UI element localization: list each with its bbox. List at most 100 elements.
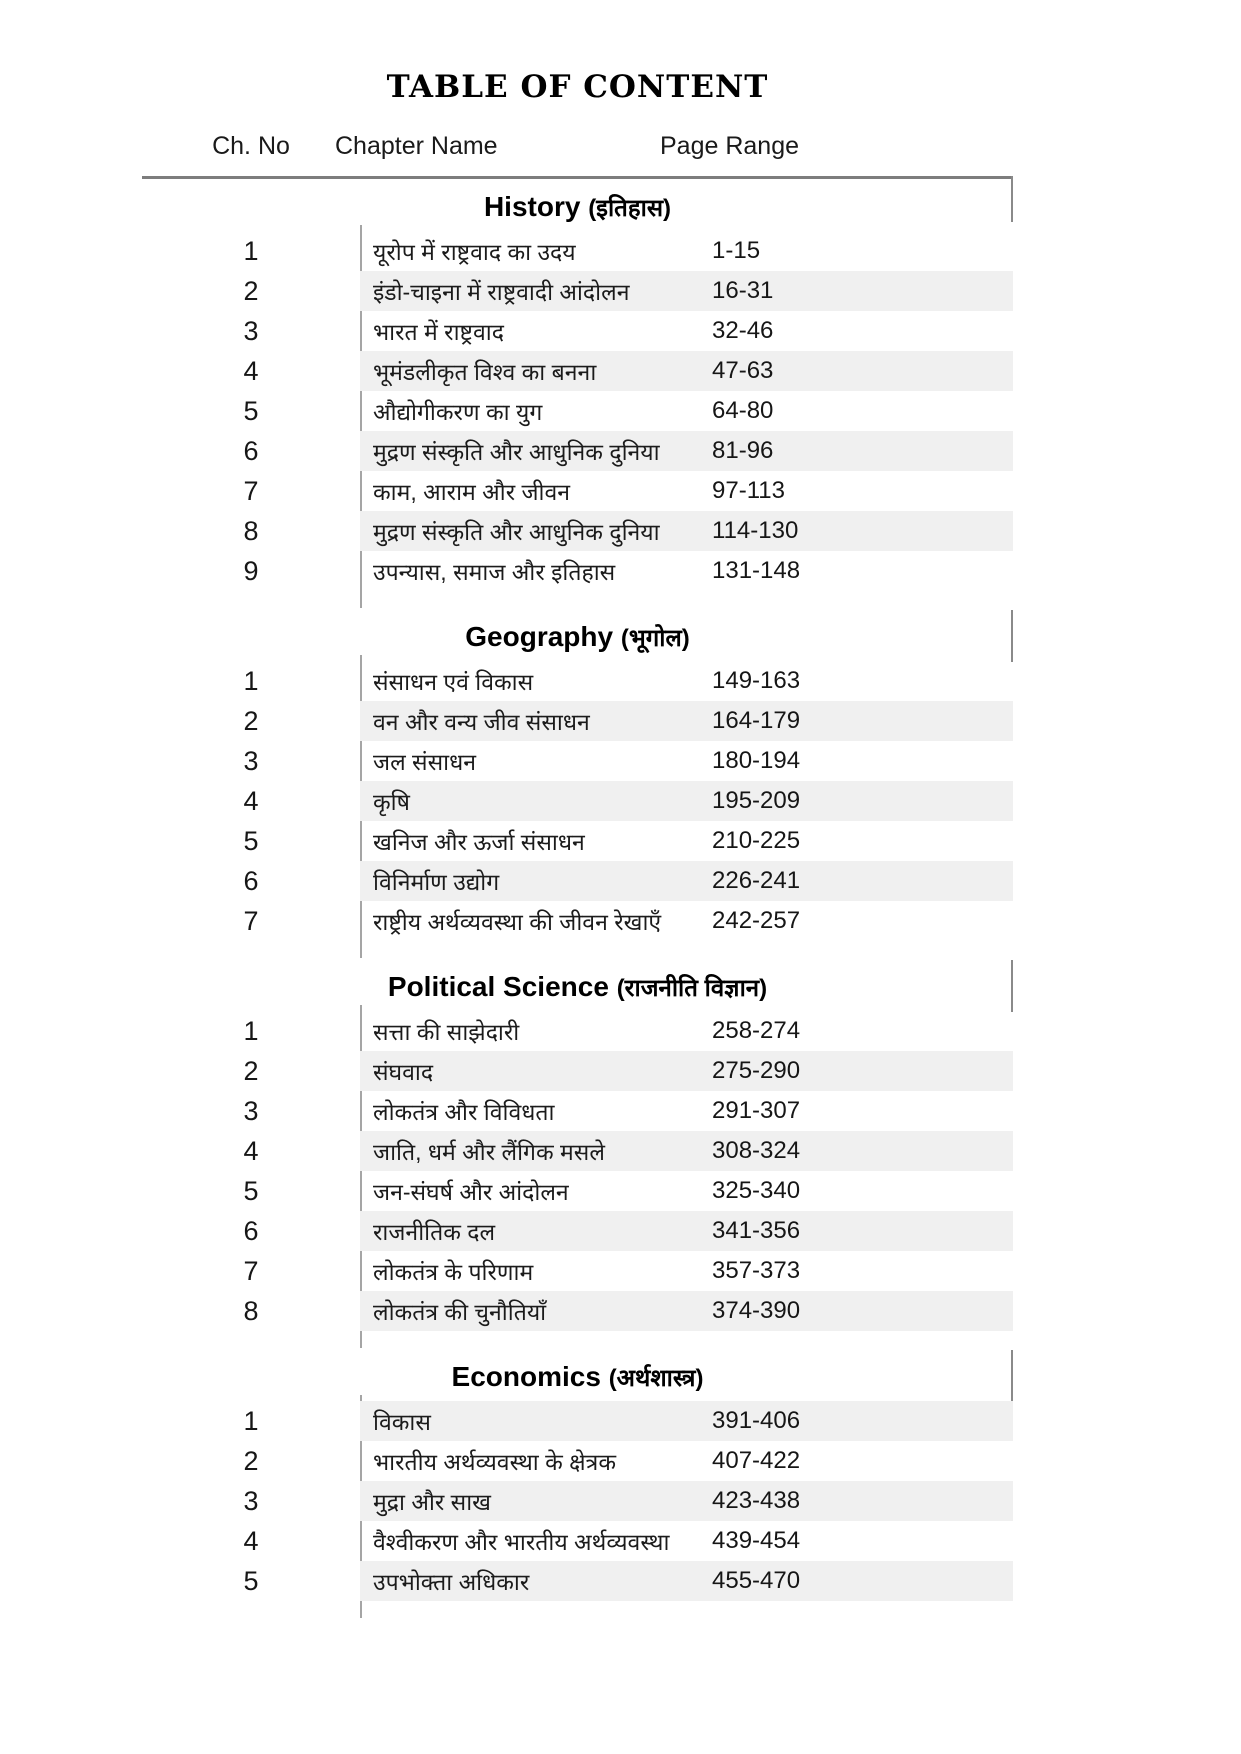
- chapter-name: औद्योगीकरण का युग: [373, 399, 543, 425]
- page-range: 32-46: [712, 317, 774, 344]
- section-header-political-science: Political Science (राजनीति विज्ञान): [142, 960, 1013, 1012]
- row-body: विकास 391-406: [360, 1401, 1013, 1441]
- section-rows: 1 यूरोप में राष्ट्रवाद का उदय 1-15 2 इंडो-चा…: [142, 225, 1013, 608]
- toc-section-economics: Economics (अर्थशास्त्र) 1 विकास 391-406 2 भार…: [142, 1350, 1013, 1618]
- page-range: 291-307: [712, 1097, 801, 1124]
- chapter-name: कृषि: [373, 789, 410, 815]
- page-range: 97-113: [712, 477, 785, 504]
- table-row: 1 सत्ता की साझेदारी 258-274: [142, 1011, 1013, 1051]
- page-range: 81-96: [712, 437, 774, 464]
- row-body: मुद्रण संस्कृति और आधुनिक दुनिया 114-130: [360, 511, 1013, 551]
- chapter-number: 3: [243, 1095, 259, 1126]
- page-range: 275-290: [712, 1057, 801, 1084]
- table-row: 4 कृषि 195-209: [142, 781, 1013, 821]
- row-body: जाति, धर्म और लैंगिक मसले 308-324: [360, 1131, 1013, 1171]
- toc-page: TABLE OF CONTENT Ch. No Chapter Name Pag…: [142, 0, 1013, 1618]
- section-header-economics: Economics (अर्थशास्त्र): [142, 1350, 1013, 1402]
- page-range: 341-356: [712, 1217, 801, 1244]
- table-row: 8 मुद्रण संस्कृति और आधुनिक दुनिया 114-130: [142, 511, 1013, 551]
- page-range: 64-80: [712, 397, 774, 424]
- chapter-number: 4: [243, 1135, 259, 1166]
- table-row: 2 भारतीय अर्थव्यवस्था के क्षेत्रक 407-422: [142, 1441, 1013, 1481]
- column-header-chapter-name: Chapter Name: [335, 132, 498, 160]
- row-body: भारतीय अर्थव्यवस्था के क्षेत्रक 407-422: [360, 1441, 1013, 1481]
- table-row: 5 उपभोक्ता अधिकार 455-470: [142, 1561, 1013, 1601]
- table-row: 6 मुद्रण संस्कृति और आधुनिक दुनिया 81-96: [142, 431, 1013, 471]
- chapter-name: संघवाद: [373, 1059, 434, 1085]
- table-row: 5 औद्योगीकरण का युग 64-80: [142, 391, 1013, 431]
- page-range: 164-179: [712, 707, 801, 734]
- row-body: मुद्रा और साख 423-438: [360, 1481, 1013, 1521]
- table-row: 1 यूरोप में राष्ट्रवाद का उदय 1-15: [142, 231, 1013, 271]
- chapter-number: 5: [243, 825, 259, 856]
- page-range: 1-15: [712, 237, 761, 264]
- row-body: उपभोक्ता अधिकार 455-470: [360, 1561, 1013, 1601]
- section-title-english: Economics: [451, 1361, 601, 1392]
- row-body: भारत में राष्ट्रवाद 32-46: [360, 311, 1013, 351]
- chapter-number: 3: [243, 315, 259, 346]
- chapter-name: राष्ट्रीय अर्थव्यवस्था की जीवन रेखाएँ: [373, 909, 662, 935]
- table-row: 4 वैश्वीकरण और भारतीय अर्थव्यवस्था 439-454: [142, 1521, 1013, 1561]
- chapter-name: भारत में राष्ट्रवाद: [373, 319, 504, 345]
- row-body: कृषि 195-209: [360, 781, 1013, 821]
- table-row: 4 भूमंडलीकृत विश्व का बनना 47-63: [142, 351, 1013, 391]
- row-body: संसाधन एवं विकास 149-163: [360, 661, 1013, 701]
- chapter-name: इंडो-चाइना में राष्ट्रवादी आंदोलन: [373, 279, 630, 305]
- page-range: 308-324: [712, 1137, 801, 1164]
- chapter-name: काम, आराम और जीवन: [373, 479, 571, 505]
- page-range: 455-470: [712, 1567, 801, 1594]
- page-range: 391-406: [712, 1407, 801, 1434]
- chapter-name: मुद्रा और साख: [373, 1489, 491, 1515]
- row-body: खनिज और ऊर्जा संसाधन 210-225: [360, 821, 1013, 861]
- chapter-number: 5: [243, 1565, 259, 1596]
- table-row: 9 उपन्यास, समाज और इतिहास 131-148: [142, 551, 1013, 591]
- chapter-name: वन और वन्य जीव संसाधन: [373, 709, 590, 735]
- chapter-number: 6: [243, 435, 259, 466]
- row-body: यूरोप में राष्ट्रवाद का उदय 1-15: [360, 231, 1013, 271]
- section-rows: 1 संसाधन एवं विकास 149-163 2 वन और वन्य जीव …: [142, 655, 1013, 958]
- chapter-name: जन-संघर्ष और आंदोलन: [373, 1179, 569, 1205]
- row-body: इंडो-चाइना में राष्ट्रवादी आंदोलन 16-31: [360, 271, 1013, 311]
- row-body: लोकतंत्र और विविधता 291-307: [360, 1091, 1013, 1131]
- page-range: 47-63: [712, 357, 774, 384]
- chapter-name: लोकतंत्र के परिणाम: [373, 1259, 534, 1285]
- page-range: 149-163: [712, 667, 801, 694]
- toc-section-geography: Geography (भूगोल) 1 संसाधन एवं विकास 149-16…: [142, 610, 1013, 958]
- table-row: 6 राजनीतिक दल 341-356: [142, 1211, 1013, 1251]
- chapter-name: उपभोक्ता अधिकार: [373, 1569, 530, 1595]
- table-row: 3 जल संसाधन 180-194: [142, 741, 1013, 781]
- chapter-number: 2: [243, 705, 259, 736]
- section-header-geography: Geography (भूगोल): [142, 610, 1013, 662]
- section-rows: 1 विकास 391-406 2 भारतीय अर्थव्यवस्था के क्ष…: [142, 1395, 1013, 1618]
- chapter-number: 7: [243, 905, 259, 936]
- chapter-number: 4: [243, 1525, 259, 1556]
- page-range: 423-438: [712, 1487, 801, 1514]
- chapter-number: 8: [243, 1295, 259, 1326]
- page-range: 131-148: [712, 557, 801, 584]
- chapter-name: उपन्यास, समाज और इतिहास: [373, 559, 616, 585]
- chapter-number: 2: [243, 1055, 259, 1086]
- chapter-name: लोकतंत्र और विविधता: [373, 1099, 555, 1125]
- table-row: 1 विकास 391-406: [142, 1401, 1013, 1441]
- page-range: 374-390: [712, 1297, 801, 1324]
- page-range: 180-194: [712, 747, 801, 774]
- section-header-history: History (इतिहास): [142, 176, 1013, 227]
- row-body: वन और वन्य जीव संसाधन 164-179: [360, 701, 1013, 741]
- chapter-number: 2: [243, 1445, 259, 1476]
- row-body: जन-संघर्ष और आंदोलन 325-340: [360, 1171, 1013, 1211]
- column-header-ch-no: Ch. No: [212, 132, 290, 160]
- chapter-name: सत्ता की साझेदारी: [373, 1019, 520, 1045]
- page-range: 226-241: [712, 867, 801, 894]
- chapter-number: 8: [243, 515, 259, 546]
- row-body: औद्योगीकरण का युग 64-80: [360, 391, 1013, 431]
- chapter-number: 6: [243, 865, 259, 896]
- chapter-number: 4: [243, 355, 259, 386]
- page-range: 242-257: [712, 907, 801, 934]
- section-title-hindi: (इतिहास): [588, 195, 672, 222]
- toc-section-history: History (इतिहास) 1 यूरोप में राष्ट्रवाद का…: [142, 176, 1013, 608]
- table-row: 3 भारत में राष्ट्रवाद 32-46: [142, 311, 1013, 351]
- page-range: 114-130: [712, 517, 799, 544]
- row-body: उपन्यास, समाज और इतिहास 131-148: [360, 551, 1013, 591]
- chapter-number: 9: [243, 555, 259, 586]
- row-body: लोकतंत्र की चुनौतियाँ 374-390: [360, 1291, 1013, 1331]
